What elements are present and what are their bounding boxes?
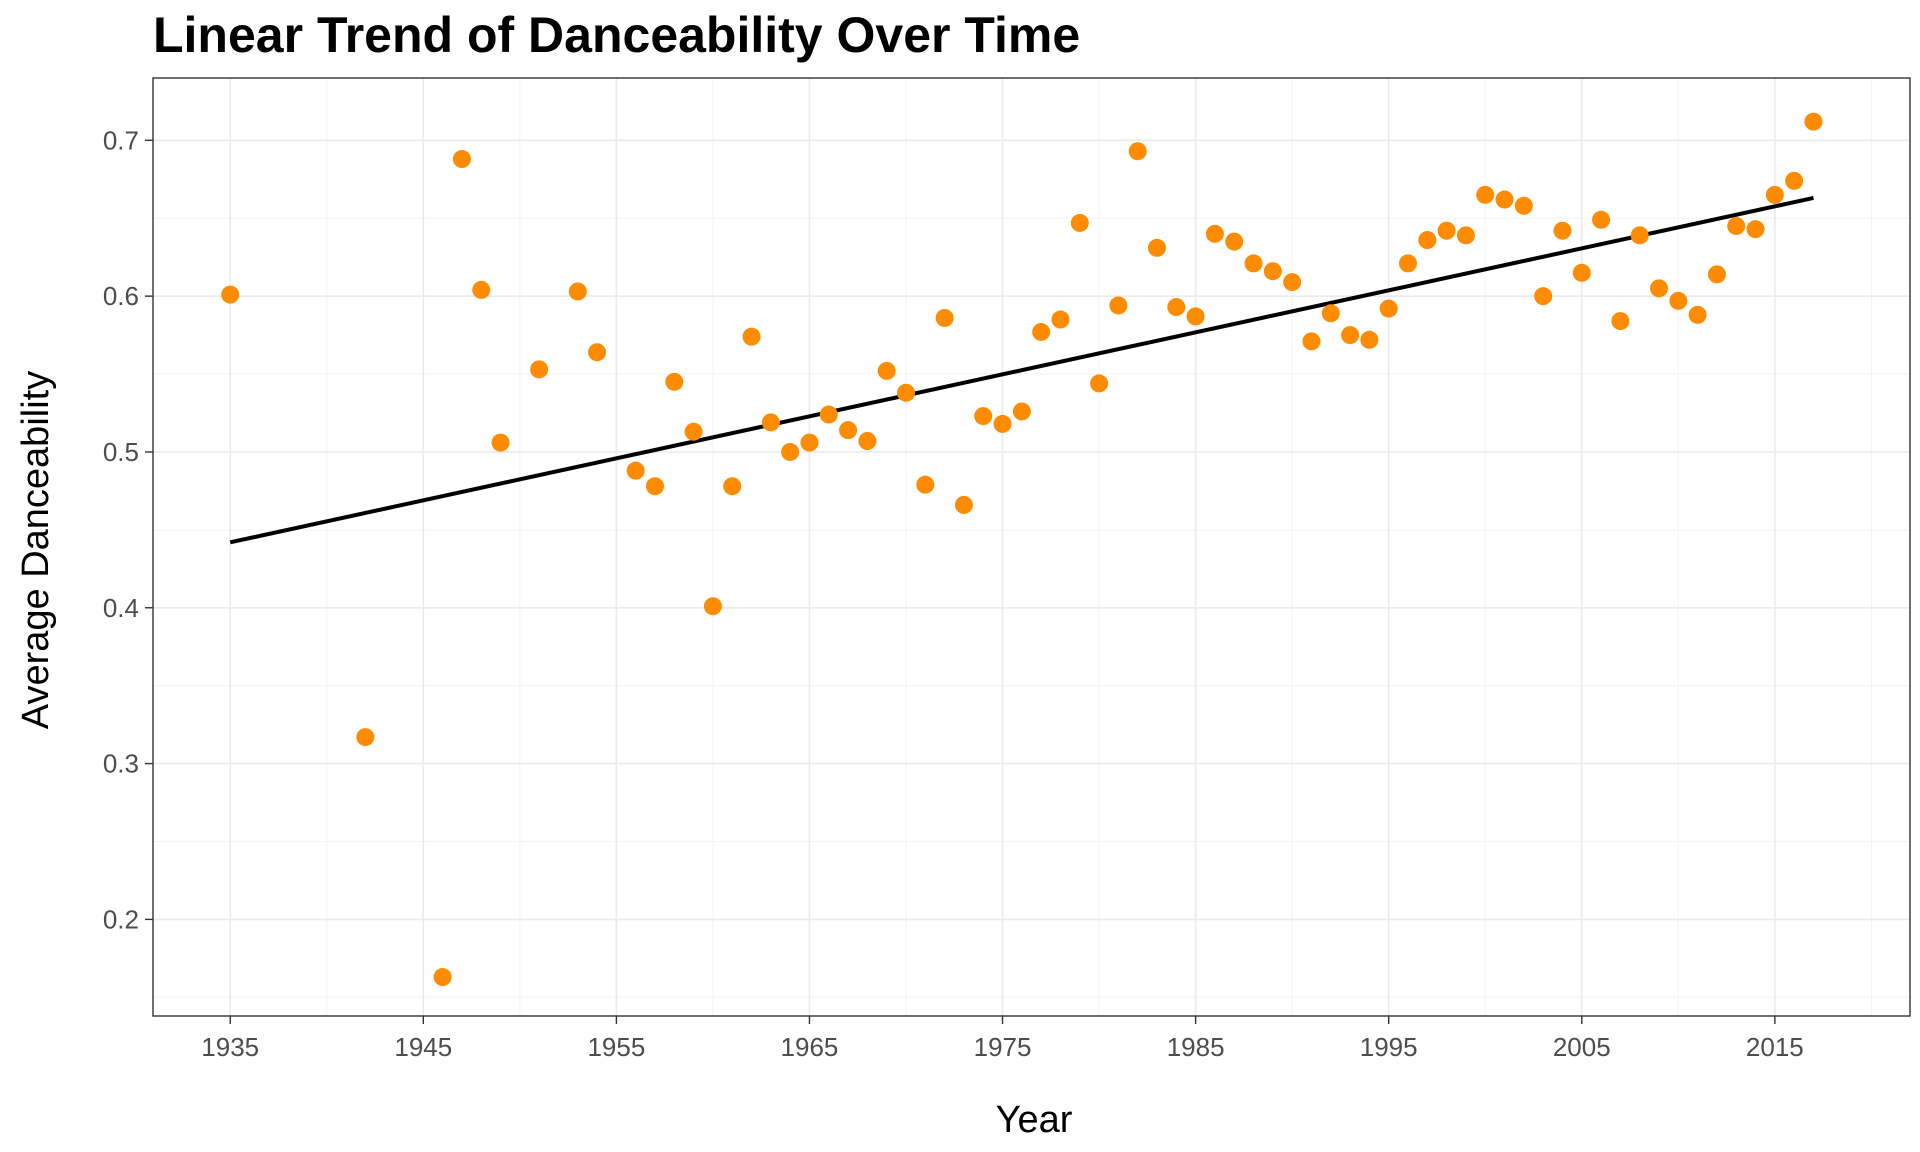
data-point: [1592, 210, 1611, 229]
data-point: [839, 421, 858, 440]
grid-lines: [153, 78, 1910, 1016]
data-point: [1437, 221, 1456, 240]
data-point: [1572, 263, 1591, 282]
data-point: [472, 280, 491, 299]
data-point: [665, 372, 684, 391]
data-point: [993, 414, 1012, 433]
trend-line: [229, 196, 1814, 545]
data-point: [1746, 220, 1765, 239]
data-point: [626, 461, 645, 480]
data-point: [1495, 190, 1514, 209]
data-point: [916, 475, 935, 494]
data-point: [568, 282, 587, 301]
data-point: [1765, 185, 1784, 204]
data-point: [1109, 296, 1128, 315]
data-point: [1186, 307, 1205, 326]
data-point: [1012, 402, 1031, 421]
data-point: [221, 285, 240, 304]
data-point: [1553, 221, 1572, 240]
x-axis-ticks: 1935 1945 1955 1965 1975 1985 1995 2005 2015: [201, 1016, 1804, 1062]
data-point: [1090, 374, 1109, 393]
data-point: [781, 442, 800, 461]
data-point: [1128, 142, 1147, 161]
data-point: [1341, 326, 1360, 345]
data-point: [530, 360, 549, 379]
data-point: [1167, 298, 1186, 317]
data-point: [452, 150, 471, 169]
chart-title: Linear Trend of Danceability Over Time: [153, 7, 1080, 63]
data-point: [684, 422, 703, 441]
data-point: [433, 968, 452, 987]
data-point: [935, 308, 954, 327]
data-point: [1225, 232, 1244, 251]
data-point: [761, 413, 780, 432]
data-point: [1514, 196, 1533, 215]
data-point: [1148, 238, 1166, 257]
data-point: [1051, 310, 1070, 329]
x-tick-label: 1965: [781, 1032, 839, 1062]
data-point: [1379, 299, 1398, 318]
data-point: [646, 477, 664, 496]
x-tick-label: 2005: [1553, 1032, 1611, 1062]
data-point: [1688, 305, 1707, 324]
data-point: [1360, 330, 1379, 349]
data-point: [1476, 185, 1495, 204]
data-point: [491, 433, 510, 452]
data-point: [1707, 265, 1726, 284]
trend-line-layer: [229, 196, 1814, 545]
data-point: [1669, 291, 1688, 310]
data-point: [1456, 226, 1475, 245]
data-point: [1727, 217, 1746, 236]
data-point: [1070, 213, 1089, 232]
x-tick-label: 1935: [201, 1032, 259, 1062]
y-axis-ticks: 0.2 0.3 0.4 0.5 0.6 0.7: [103, 125, 153, 934]
data-point: [974, 407, 993, 426]
data-point: [1205, 224, 1224, 243]
data-point: [1611, 312, 1630, 331]
data-point: [1534, 287, 1553, 306]
y-tick-label: 0.5: [103, 437, 139, 467]
data-point: [1804, 112, 1823, 131]
data-point: [1302, 332, 1321, 351]
data-point: [1785, 171, 1804, 190]
data-point: [858, 432, 877, 451]
data-point: [819, 405, 838, 424]
data-point: [1321, 304, 1340, 323]
data-point: [1418, 231, 1437, 250]
data-point: [1650, 279, 1668, 298]
data-point: [742, 327, 761, 346]
data-point: [800, 433, 819, 452]
data-point: [1244, 254, 1263, 273]
data-point: [1283, 273, 1302, 292]
y-tick-label: 0.6: [103, 281, 139, 311]
data-point: [897, 383, 915, 402]
data-point: [1630, 226, 1649, 245]
data-point: [1263, 262, 1282, 281]
y-axis-label: Average Danceability: [15, 371, 57, 729]
data-point: [723, 477, 742, 496]
data-point: [588, 343, 607, 362]
plot-panel-border: [152, 77, 1911, 1017]
x-tick-label: 1945: [394, 1032, 452, 1062]
y-tick-label: 0.2: [103, 904, 139, 934]
data-point: [954, 495, 973, 514]
x-tick-label: 1955: [587, 1032, 645, 1062]
data-point: [1399, 254, 1417, 273]
data-point: [1032, 322, 1051, 341]
x-tick-label: 1985: [1167, 1032, 1225, 1062]
x-tick-label: 2015: [1746, 1032, 1804, 1062]
data-point: [356, 728, 375, 747]
data-point: [703, 597, 722, 616]
y-tick-label: 0.7: [103, 125, 139, 155]
x-axis-label: Year: [996, 1099, 1073, 1141]
x-tick-label: 1975: [974, 1032, 1032, 1062]
y-tick-label: 0.3: [103, 749, 139, 779]
data-points: [221, 112, 1823, 987]
y-tick-label: 0.4: [103, 593, 139, 623]
x-tick-label: 1995: [1360, 1032, 1418, 1062]
data-point: [877, 361, 896, 380]
